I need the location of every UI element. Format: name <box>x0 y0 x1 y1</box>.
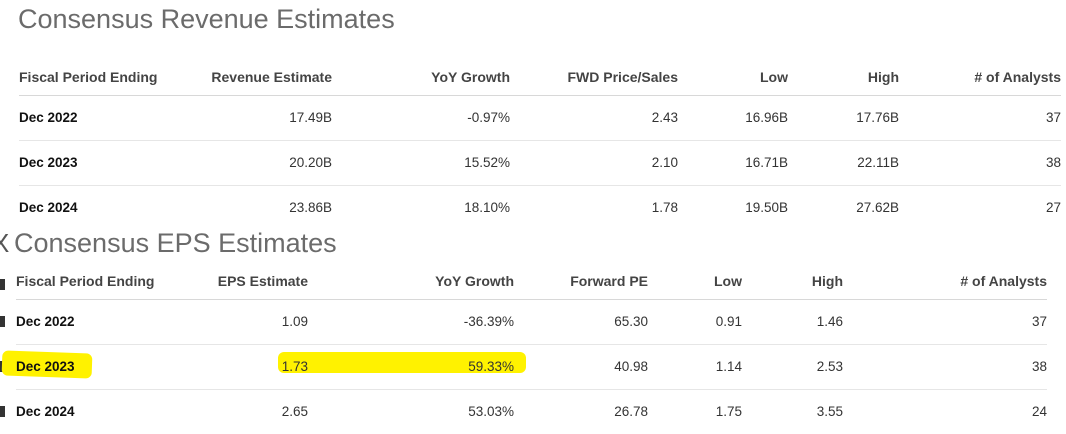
cell-yoy-growth: 59.33% <box>308 344 514 390</box>
clipped-edge-fragment <box>0 406 5 417</box>
column-header-yoy-growth[interactable]: YoY Growth <box>308 264 514 300</box>
cell-yoy-growth: 18.10% <box>464 200 510 216</box>
cell-low: 1.14 <box>648 344 742 390</box>
clipped-edge-fragment <box>0 316 5 327</box>
table-header-row: Fiscal Period Ending EPS Estimate YoY Gr… <box>16 264 1047 300</box>
clipped-edge-fragment <box>0 279 5 290</box>
cell-analysts: 37 <box>843 299 1047 345</box>
table-row: Dec 2023 20.20B 15.52% 2.10 16.71B 22.11… <box>19 140 1061 186</box>
column-header-yoy-growth[interactable]: YoY Growth <box>332 60 510 96</box>
column-header-low[interactable]: Low <box>678 60 788 96</box>
cell-yoy-growth: 53.03% <box>468 404 514 420</box>
column-header-revenue-estimate[interactable]: Revenue Estimate <box>169 60 332 96</box>
cell-period: Dec 2023 <box>16 344 164 390</box>
cell-forward-pe: 26.78 <box>614 404 648 420</box>
cell-low: 16.71B <box>678 140 788 186</box>
column-header-analysts[interactable]: # of Analysts <box>899 60 1061 96</box>
cell-analysts: 37 <box>899 95 1061 141</box>
table-row: Dec 2023 1.73 59.33% 40.98 1.14 2.53 38 <box>16 344 1047 390</box>
column-header-fiscal-period[interactable]: Fiscal Period Ending <box>19 60 169 96</box>
cell-period: Dec 2024 <box>19 200 78 216</box>
cell-analysts: 38 <box>843 344 1047 390</box>
column-header-low[interactable]: Low <box>648 264 742 300</box>
column-header-forward-pe[interactable]: Forward PE <box>514 264 648 300</box>
cell-low: 19.50B <box>745 200 788 216</box>
table-row: Dec 2024 2.65 53.03% 26.78 1.75 3.55 24 <box>16 389 1047 434</box>
cell-analysts: 38 <box>899 140 1061 186</box>
cell-high: 27.62B <box>856 200 899 216</box>
column-header-fiscal-period[interactable]: Fiscal Period Ending <box>16 264 164 300</box>
cell-eps-estimate: 1.09 <box>164 299 308 345</box>
cell-yoy-growth: 15.52% <box>332 140 510 186</box>
cell-revenue-estimate: 23.86B <box>289 200 332 216</box>
eps-estimates-table: Fiscal Period Ending EPS Estimate YoY Gr… <box>16 264 1047 434</box>
cell-period: Dec 2024 <box>16 404 75 420</box>
cell-forward-pe: 40.98 <box>514 344 648 390</box>
column-header-high[interactable]: High <box>742 264 843 300</box>
cell-high: 2.53 <box>742 344 843 390</box>
eps-section-title: Consensus EPS Estimates <box>14 228 337 258</box>
cell-fwd-price-sales: 1.78 <box>651 200 678 216</box>
table-header-row: Fiscal Period Ending Revenue Estimate Yo… <box>19 60 1061 96</box>
cell-low: 1.75 <box>715 404 742 420</box>
cell-fwd-price-sales: 2.43 <box>510 95 678 141</box>
cell-period: Dec 2023 <box>19 140 169 186</box>
revenue-section-title: Consensus Revenue Estimates <box>18 4 395 34</box>
table-row: Dec 2022 17.49B -0.97% 2.43 16.96B 17.76… <box>19 95 1061 141</box>
column-header-high[interactable]: High <box>788 60 899 96</box>
cell-eps-estimate: 1.73 <box>164 344 308 390</box>
revenue-estimates-table: Fiscal Period Ending Revenue Estimate Yo… <box>19 60 1061 230</box>
cell-period: Dec 2022 <box>16 299 164 345</box>
cell-yoy-growth: -36.39% <box>308 299 514 345</box>
table-row: Dec 2024 23.86B 18.10% 1.78 19.50B 27.62… <box>19 185 1061 230</box>
cell-low: 0.91 <box>648 299 742 345</box>
cell-revenue-estimate: 17.49B <box>169 95 332 141</box>
cell-fwd-price-sales: 2.10 <box>510 140 678 186</box>
cell-high: 1.46 <box>742 299 843 345</box>
cell-forward-pe: 65.30 <box>514 299 648 345</box>
column-header-fwd-price-sales[interactable]: FWD Price/Sales <box>510 60 678 96</box>
column-header-analysts[interactable]: # of Analysts <box>843 264 1047 300</box>
cell-period: Dec 2022 <box>19 95 169 141</box>
cell-yoy-growth: -0.97% <box>332 95 510 141</box>
cell-eps-estimate: 2.65 <box>281 404 308 420</box>
cell-low: 16.96B <box>678 95 788 141</box>
cell-high: 17.76B <box>788 95 899 141</box>
cell-high: 3.55 <box>816 404 843 420</box>
cell-high: 22.11B <box>788 140 899 186</box>
cell-revenue-estimate: 20.20B <box>169 140 332 186</box>
column-header-eps-estimate[interactable]: EPS Estimate <box>164 264 308 300</box>
table-row: Dec 2022 1.09 -36.39% 65.30 0.91 1.46 37 <box>16 299 1047 345</box>
cell-analysts: 24 <box>1031 404 1047 420</box>
cell-analysts: 27 <box>1045 200 1061 216</box>
clipped-close-icon: X <box>0 228 10 258</box>
